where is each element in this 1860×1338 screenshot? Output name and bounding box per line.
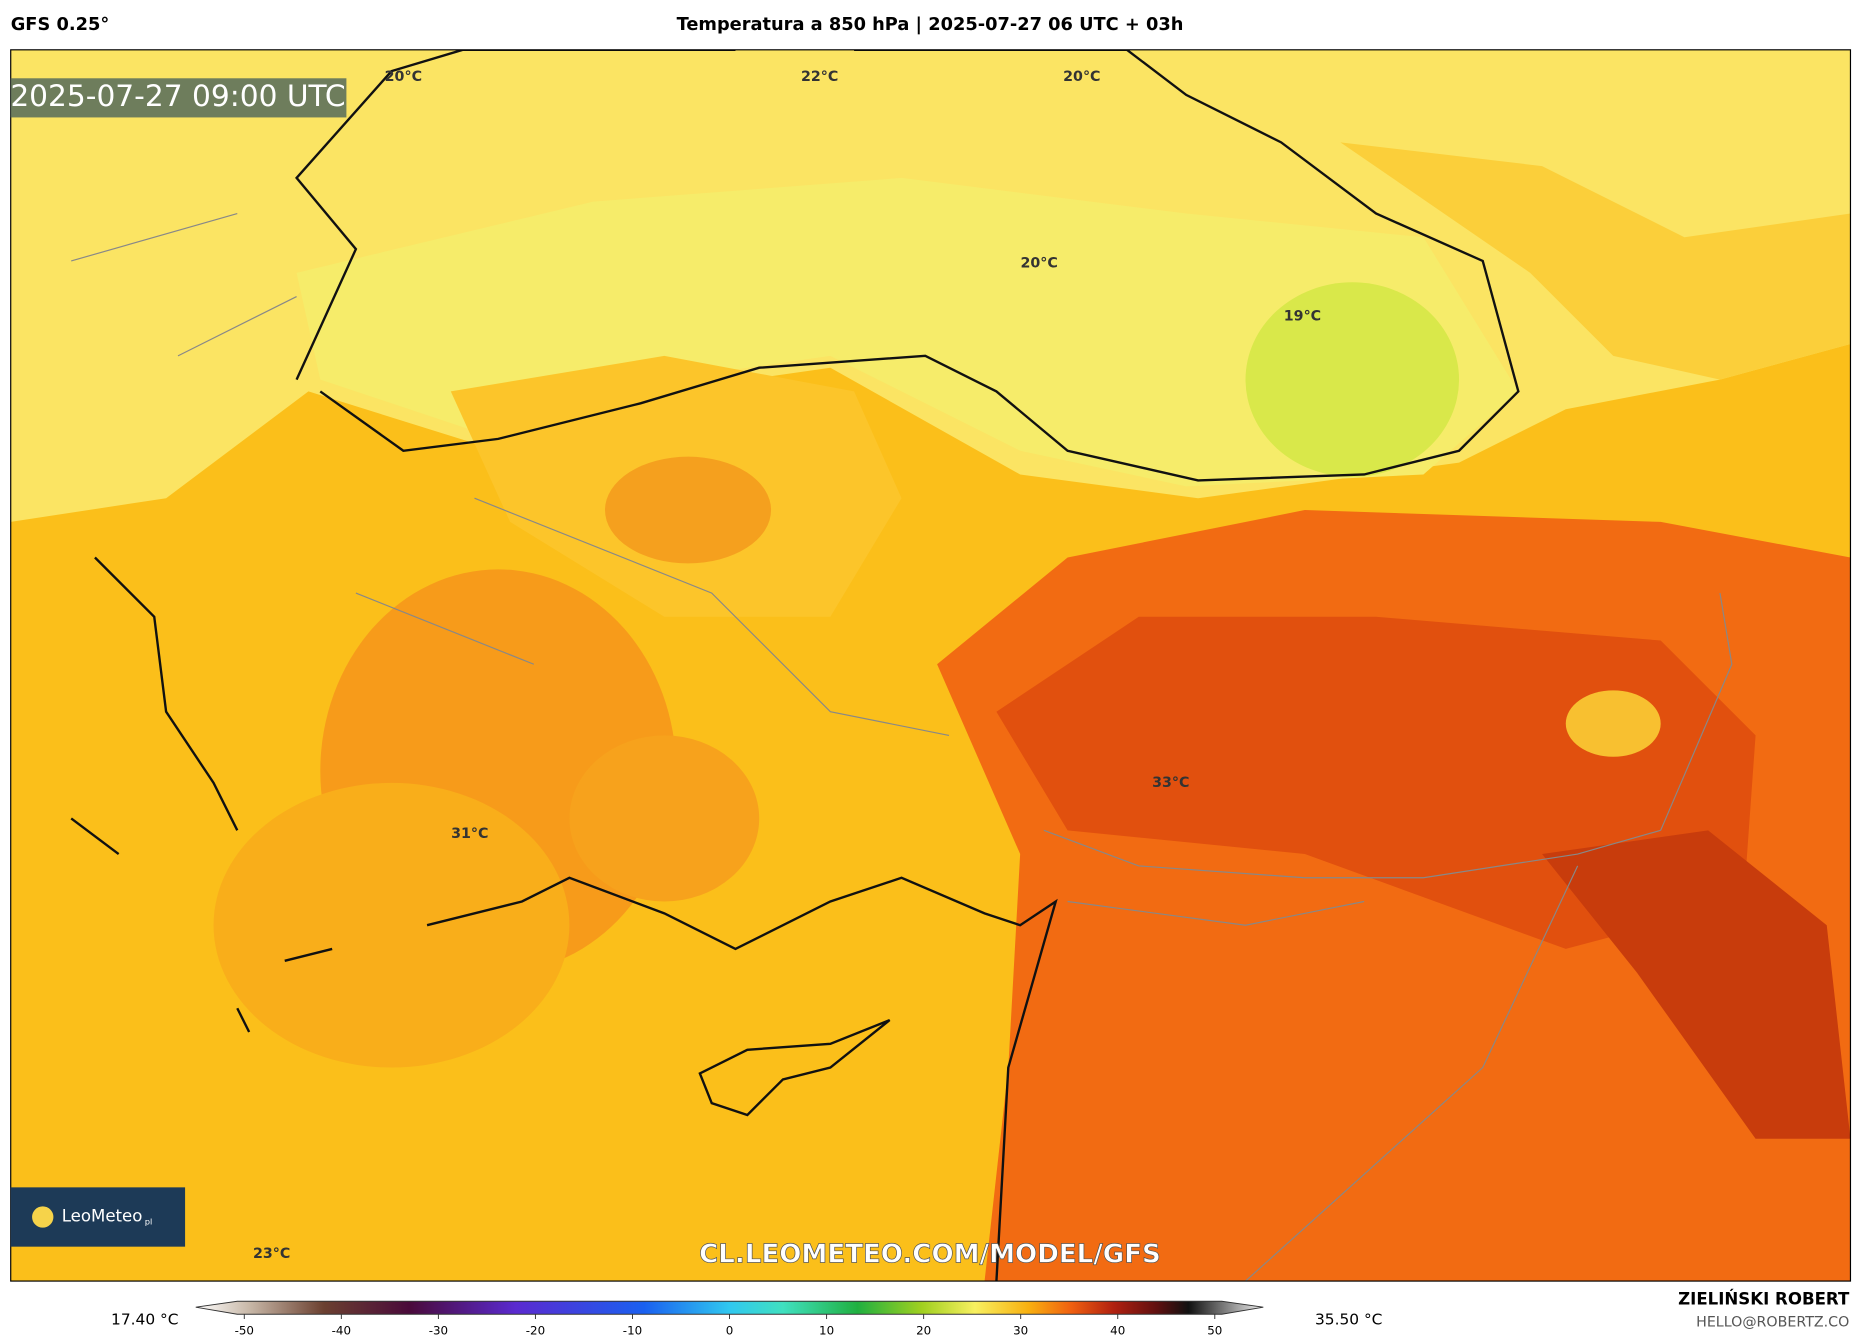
colorbar-min: 17.40 °C [111,1311,178,1329]
map-frame [10,49,1852,1282]
map-title: Temperatura a 850 hPa | 2025-07-27 06 UT… [677,14,1184,35]
temperature-label: 19°C [1284,309,1321,325]
temperature-label: 22°C [801,69,838,85]
sea-region [296,177,1519,487]
colorbar-tick-label: 10 [819,1323,834,1337]
cool-core [1245,282,1460,477]
colorbar-tick-label: 30 [1013,1323,1028,1337]
colorbar-tick-label: -40 [332,1323,351,1337]
logo-suffix: pl [145,1216,153,1226]
warm-core [569,735,760,902]
colorbar [195,1300,1264,1315]
warm-core [604,456,772,564]
borders [71,212,1733,1282]
watermark: CL.LEOMETEO.COM/MODEL/GFS [699,1239,1161,1269]
colorbar-tick-label: 40 [1110,1323,1125,1337]
local-cool [1565,690,1661,757]
logo-name: LeoMeteo [62,1207,143,1226]
warm-region [1340,142,1851,380]
colorbar-tick-label: -20 [526,1323,545,1337]
temperature-label: 31°C [451,826,488,842]
temperature-label: 23°C [253,1246,290,1262]
email: HELLO@ROBERTZ.CO [1696,1315,1849,1331]
temperature-label: 20°C [385,69,422,85]
temperature-label: 33°C [1152,775,1189,791]
colorbar-tick-label: 0 [726,1323,734,1337]
colorbar-ticks: -50 -40 -30 -20 -10 0 10 20 30 40 50 [235,1314,1222,1337]
colorbar-tick-label: -10 [623,1323,642,1337]
colorbar-tick-label: 50 [1207,1323,1222,1337]
temperature-label: 20°C [1063,69,1100,85]
timestamp: 2025-07-27 09:00 UTC [10,78,345,113]
coastlines [70,49,1520,1282]
author: ZIELIŃSKI ROBERT [1678,1290,1850,1309]
map: 20°C 22°C 20°C 20°C 19°C 33°C 31°C 23°C [10,49,1851,1282]
timestamp-box [10,78,347,118]
colorbar-tick-label: -50 [235,1323,254,1337]
model-label: GFS 0.25° [11,14,110,35]
logo-sun [32,1206,54,1228]
warm-region [213,782,570,1068]
colorbar-max: 35.50 °C [1315,1311,1382,1329]
colorbar-tick-label: 20 [916,1323,931,1337]
hot-core [1542,830,1851,1139]
colorbar-tick-label: -30 [429,1323,448,1337]
map-labels: 20°C 22°C 20°C 20°C 19°C 33°C 31°C 23°C [253,69,1321,1262]
temperature-label: 20°C [1020,255,1057,271]
